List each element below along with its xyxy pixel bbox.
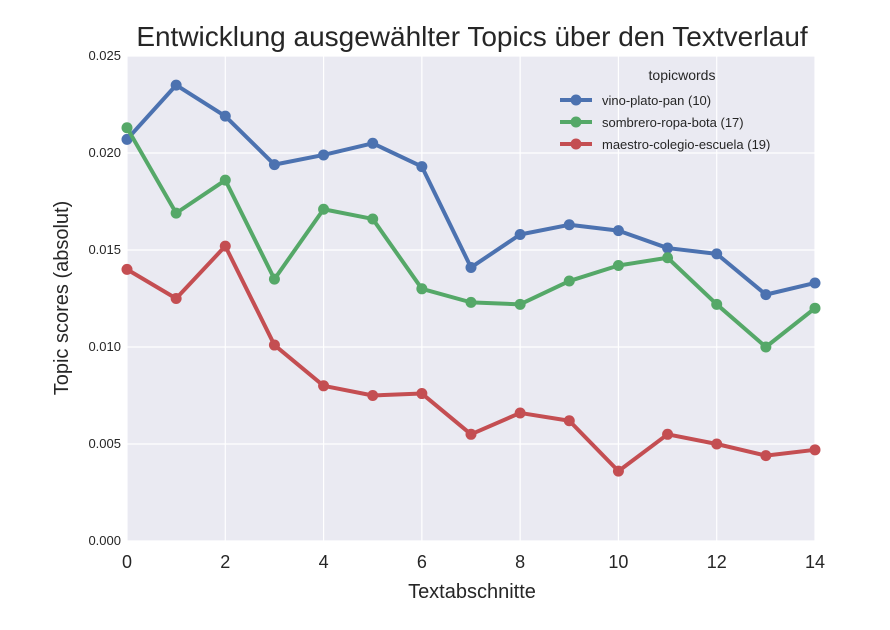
legend-label: sombrero-ropa-bota (17) xyxy=(602,115,744,130)
data-point xyxy=(367,390,379,401)
legend-label: vino-plato-pan (10) xyxy=(602,93,711,108)
data-point xyxy=(612,465,624,477)
data-point xyxy=(662,242,674,254)
legend-item: sombrero-ropa-bota (17) xyxy=(560,115,744,130)
data-point xyxy=(170,79,182,91)
legend-swatch-marker xyxy=(570,94,582,106)
data-point xyxy=(416,161,428,173)
data-point xyxy=(367,137,379,149)
data-point xyxy=(318,149,330,161)
x-tick-label: 12 xyxy=(707,552,727,572)
x-tick-label: 2 xyxy=(220,552,230,572)
data-point xyxy=(219,110,231,122)
data-point xyxy=(170,207,182,219)
legend-item: vino-plato-pan (10) xyxy=(560,93,711,108)
data-point xyxy=(268,159,280,171)
x-axis-label: Textabschnitte xyxy=(408,581,536,603)
x-tick-label: 4 xyxy=(319,552,329,572)
data-point xyxy=(268,339,280,351)
series-2 xyxy=(121,122,821,353)
legend-title: topicwords xyxy=(649,67,716,83)
grid xyxy=(126,55,816,542)
data-point xyxy=(514,228,526,240)
legend: topicwords vino-plato-pan (10) sombrero-ro… xyxy=(560,67,770,152)
series-3 xyxy=(121,240,821,477)
data-point xyxy=(367,213,379,225)
y-axis-label: Topic scores (absolut) xyxy=(51,201,73,396)
y-tick-label: 0.025 xyxy=(88,48,121,63)
data-point xyxy=(121,122,133,134)
data-point xyxy=(612,260,624,272)
data-point xyxy=(219,240,231,252)
data-point xyxy=(170,293,182,304)
x-tick-label: 6 xyxy=(417,552,427,572)
y-tick-label: 0.015 xyxy=(88,242,121,257)
legend-swatch-marker xyxy=(570,116,582,128)
data-point xyxy=(219,174,231,186)
data-point xyxy=(711,438,723,450)
data-point xyxy=(121,263,133,275)
y-tick-label: 0.010 xyxy=(88,339,121,354)
data-point xyxy=(711,248,723,260)
data-point xyxy=(760,450,772,462)
legend-label: maestro-colegio-escuela (19) xyxy=(602,137,770,152)
data-point xyxy=(318,380,330,392)
x-tick-label: 14 xyxy=(805,552,825,572)
data-point xyxy=(662,252,674,264)
y-tick-label: 0.020 xyxy=(88,145,121,160)
y-axis-ticks: 0.000 0.005 0.010 0.015 0.020 0.025 xyxy=(88,48,121,548)
data-point xyxy=(809,302,821,314)
data-point xyxy=(465,261,477,273)
y-tick-label: 0.005 xyxy=(88,436,121,451)
y-tick-label: 0.000 xyxy=(88,533,121,548)
data-point xyxy=(514,407,526,419)
x-tick-label: 10 xyxy=(608,552,628,572)
x-axis-ticks: 0 2 4 6 8 10 12 14 xyxy=(122,552,825,572)
data-point xyxy=(121,133,133,145)
x-tick-label: 8 xyxy=(515,552,525,572)
data-point xyxy=(514,298,526,310)
data-point xyxy=(318,203,330,215)
data-point xyxy=(465,428,477,440)
data-point xyxy=(662,428,674,440)
legend-item: maestro-colegio-escuela (19) xyxy=(560,137,770,152)
data-point xyxy=(465,296,477,308)
data-point xyxy=(711,298,723,310)
data-point xyxy=(760,341,772,353)
x-tick-label: 0 xyxy=(122,552,132,572)
data-point xyxy=(563,415,575,427)
data-point xyxy=(563,219,575,231)
data-point xyxy=(416,388,428,400)
data-point xyxy=(563,275,575,287)
series-1 xyxy=(121,79,821,301)
data-point xyxy=(809,444,821,456)
data-point xyxy=(612,225,624,237)
data-point xyxy=(809,277,821,289)
legend-swatch-marker xyxy=(570,138,582,150)
series-layer xyxy=(121,79,821,477)
data-point xyxy=(760,289,772,301)
data-point xyxy=(268,273,280,285)
chart-title: Entwicklung ausgewählter Topics über den… xyxy=(136,21,808,52)
data-point xyxy=(416,283,428,295)
